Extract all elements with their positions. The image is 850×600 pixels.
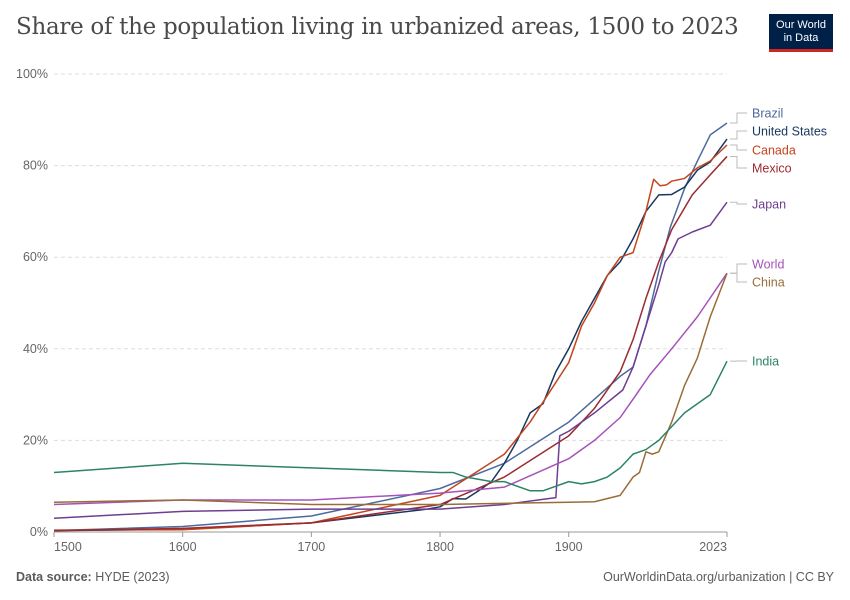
citation-link[interactable]: OurWorldinData.org/urbanization | CC BY [603, 570, 834, 584]
series-label: India [752, 355, 779, 369]
series-label: Japan [752, 198, 786, 212]
source-value: HYDE (2023) [95, 570, 170, 584]
series-label: Canada [752, 144, 796, 158]
label-connector [730, 155, 747, 169]
series-line-brazil [53, 122, 728, 532]
label-connector [730, 144, 747, 151]
y-tick-label: 20% [23, 433, 48, 447]
owid-logo[interactable]: Our World in Data [769, 14, 833, 52]
line-chart: 0% 20% 40% 60% 80% 100% 1500 1600 1700 1800 1900 20… [16, 67, 827, 554]
chart-title: Share of the population living in urbani… [16, 14, 739, 40]
label-connector [730, 272, 747, 283]
data-source: Data source: HYDE (2023) [16, 570, 170, 584]
series-label: World [752, 258, 784, 272]
x-tick-label: 1700 [297, 540, 325, 554]
series-label: Brazil [752, 107, 783, 121]
x-tick-label: 1600 [169, 540, 197, 554]
label-connector [730, 201, 747, 205]
series-line-world [53, 272, 728, 506]
label-connector [730, 112, 747, 124]
label-connector [730, 263, 747, 274]
series-label: China [752, 276, 785, 290]
y-tick-label: 60% [23, 250, 48, 264]
series-line-canada [53, 144, 728, 531]
series-line-japan [53, 201, 728, 520]
series-label: United States [752, 125, 827, 139]
series-line-india [53, 360, 728, 492]
source-label: Data source: [16, 570, 92, 584]
x-tick-label: 1500 [54, 540, 82, 554]
y-tick-label: 0% [30, 525, 48, 539]
series-line-mexico [53, 155, 728, 532]
x-tick-label: 1800 [426, 540, 454, 554]
y-tick-label: 100% [16, 67, 48, 81]
label-connector [730, 130, 747, 140]
y-tick-label: 40% [23, 342, 48, 356]
x-tick-label: 1900 [555, 540, 583, 554]
series-line-united-states [53, 138, 728, 532]
x-tick-label: 2023 [699, 540, 727, 554]
series-line-china [53, 272, 728, 506]
series-label: Mexico [752, 162, 792, 176]
y-tick-label: 80% [23, 159, 48, 173]
